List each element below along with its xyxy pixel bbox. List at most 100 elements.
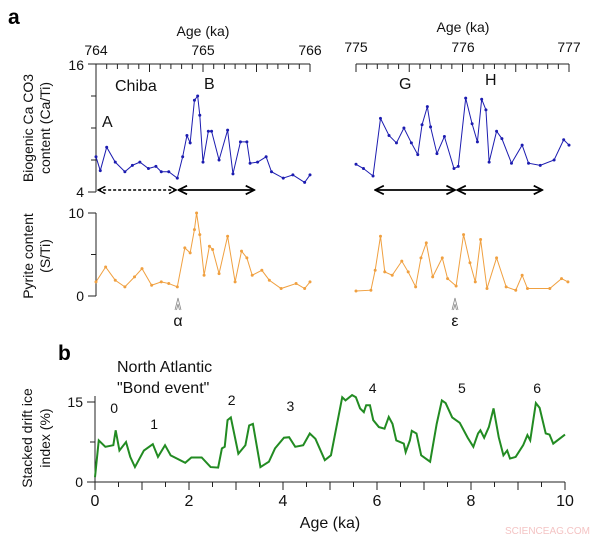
pyrite-point	[446, 277, 450, 281]
y-tick-10: 10	[68, 205, 84, 221]
pyrite-point	[424, 241, 428, 245]
pyrite-point	[566, 280, 570, 284]
ca-point	[159, 170, 163, 174]
watermark: SCIENCEAG.COM	[505, 526, 590, 537]
ca-point	[425, 105, 429, 109]
pyrite-point	[211, 248, 215, 252]
b-title-1: North Atlantic	[117, 359, 212, 376]
pyrite-point	[245, 256, 249, 260]
pyrite-point	[406, 270, 410, 274]
x-tick-777: 777	[557, 39, 581, 55]
ca-point	[113, 160, 117, 164]
pyrite-point	[240, 249, 244, 253]
pyrite-point	[303, 287, 307, 291]
x-tick-776: 776	[451, 39, 475, 55]
bond-event-label-4: 4	[369, 380, 377, 396]
ca-point	[484, 108, 488, 112]
ca-point	[420, 123, 424, 127]
pyrite-point	[207, 244, 211, 248]
epsilon-arrow-icon	[451, 297, 459, 311]
pyrite-point	[468, 261, 472, 265]
pyrite-point	[250, 273, 254, 277]
b-x-tick-label: 4	[279, 493, 288, 510]
pyrite-ylabel-2: (S/Ti)	[37, 239, 53, 273]
b-ylabel-1: Stacked drift ice	[19, 388, 35, 488]
ca-point	[123, 170, 127, 174]
ca-point	[94, 155, 98, 159]
pyrite-point	[431, 275, 435, 279]
ca-point	[226, 128, 230, 132]
annotation-G: G	[399, 76, 411, 93]
pyrite-point	[560, 277, 564, 281]
pyrite-point	[383, 270, 387, 274]
ca-point	[264, 155, 268, 159]
pyrite-point	[113, 278, 117, 282]
ca-point	[552, 158, 556, 162]
ca-point	[167, 170, 171, 174]
pyrite-point	[133, 275, 137, 279]
pyrite-point	[226, 234, 230, 238]
pyrite-point	[175, 285, 179, 289]
drift-ice-line	[94, 393, 566, 478]
b-x-tick-label: 10	[556, 493, 574, 510]
ca-line-left	[95, 94, 311, 184]
ca-point	[303, 180, 307, 184]
pyrite-point	[462, 233, 466, 237]
b-x-tick-label: 0	[91, 493, 100, 510]
ca-point	[238, 140, 242, 144]
b-x-tick-label: 8	[467, 493, 476, 510]
pyrite-point	[183, 246, 187, 250]
pyrite-line-right	[355, 234, 569, 292]
pyrite-point	[104, 265, 108, 269]
ca-point	[308, 173, 312, 177]
ca-point	[387, 133, 391, 137]
ca-point	[185, 133, 189, 137]
pyrite-point	[198, 233, 202, 237]
ca-point	[487, 160, 491, 164]
b-x-tick-label: 6	[373, 493, 382, 510]
ca-point	[520, 143, 524, 147]
pyrite-point	[504, 285, 508, 289]
pyrite-point	[390, 273, 394, 277]
ca-point	[146, 167, 150, 171]
b-y-tick-label: 0	[75, 474, 83, 490]
x-tick-764: 764	[84, 42, 108, 58]
pyrite-point	[369, 288, 373, 292]
pyrite-point	[400, 259, 404, 263]
ca-point	[281, 176, 285, 180]
bond-event-label-0: 0	[110, 400, 118, 416]
x-tick-766: 766	[298, 42, 322, 58]
b-title-2: "Bond event"	[117, 380, 209, 397]
ca-point	[464, 96, 468, 100]
pyrite-point	[150, 283, 154, 287]
pyrite-point	[140, 267, 144, 271]
ca-point	[188, 141, 192, 145]
pyrite-point	[354, 289, 358, 293]
b-ylabel-2: index (%)	[37, 408, 53, 467]
ca-point	[371, 174, 375, 178]
b-xlabel: Age (ka)	[300, 515, 360, 532]
pyrite-point	[454, 284, 458, 288]
pyrite-point	[414, 285, 418, 289]
pyrite-point	[520, 273, 524, 277]
pyrite-point	[485, 287, 489, 291]
ca-point	[538, 163, 542, 167]
pyrite-point	[308, 280, 312, 284]
ca-point	[354, 162, 358, 166]
pyrite-point	[495, 256, 499, 260]
pyrite-point	[279, 287, 283, 291]
pyrite-point	[294, 282, 298, 286]
bond-event-label-3: 3	[287, 398, 295, 414]
bond-event-label-1: 1	[150, 416, 158, 432]
bond-event-label-5: 5	[458, 380, 466, 396]
ca-point	[181, 155, 185, 159]
pyrite-point	[192, 228, 196, 232]
ca-point	[105, 145, 109, 149]
ca-line-right	[355, 98, 570, 177]
ca-point	[154, 164, 158, 168]
marker-epsilon: ε	[451, 313, 458, 330]
ca-point	[248, 161, 252, 165]
y-tick-4: 4	[76, 184, 84, 200]
ca-point	[198, 113, 202, 117]
pyrite-point	[195, 211, 199, 215]
